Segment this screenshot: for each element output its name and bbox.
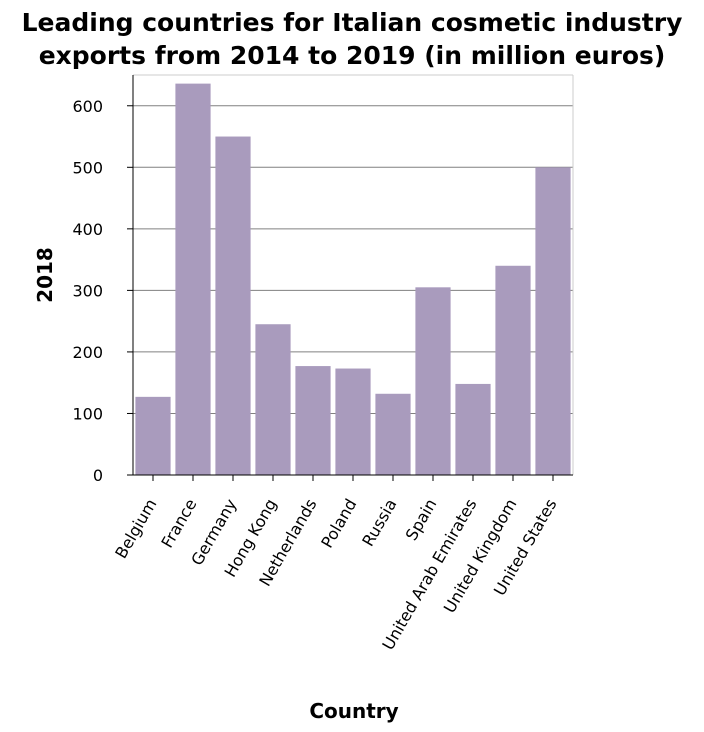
- bar: [295, 366, 331, 475]
- bar: [495, 265, 531, 475]
- chart-title-line-2: exports from 2014 to 2019 (in million eu…: [38, 41, 666, 70]
- y-tick-label: 0: [93, 466, 103, 485]
- bar: [335, 368, 371, 475]
- y-axis-title: 2018: [33, 247, 57, 303]
- y-tick-label: 400: [72, 220, 103, 239]
- bar: [135, 396, 171, 475]
- x-tick-label: Spain: [402, 496, 441, 544]
- y-tick-label: 100: [72, 404, 103, 423]
- bars: [135, 83, 571, 476]
- bar: [215, 136, 251, 476]
- chart-title: Leading countries for Italian cosmetic i…: [0, 6, 704, 72]
- x-tick-label: Russia: [358, 496, 400, 550]
- bar: [375, 393, 411, 475]
- y-tick-label: 200: [72, 343, 103, 362]
- y-tick-label: 300: [72, 281, 103, 300]
- bar: [175, 83, 211, 475]
- x-tick-label: Belgium: [111, 496, 160, 562]
- x-axis-title: Country: [309, 699, 398, 723]
- y-tick-label: 600: [72, 97, 103, 116]
- y-tick-label: 500: [72, 158, 103, 177]
- bar: [415, 287, 451, 475]
- bar: [455, 383, 491, 475]
- y-tick-labels: 0 100 200 300 400 500 600: [72, 97, 133, 485]
- chart-title-line-1: Leading countries for Italian cosmetic i…: [21, 8, 683, 37]
- bar: [535, 167, 571, 476]
- x-tick-label: France: [157, 496, 200, 552]
- bar: [255, 324, 291, 475]
- x-tick-label: Poland: [317, 496, 360, 552]
